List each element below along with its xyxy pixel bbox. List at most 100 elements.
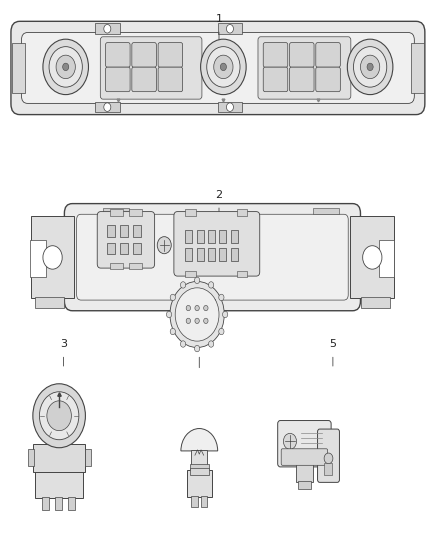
Bar (12, 43, 25, 93)
Circle shape (186, 305, 191, 311)
Circle shape (208, 282, 214, 288)
Circle shape (207, 46, 240, 87)
Circle shape (367, 63, 373, 70)
Text: 5: 5 (329, 339, 336, 349)
Bar (129, 263, 142, 269)
Bar (33, 444, 85, 472)
FancyBboxPatch shape (281, 449, 328, 465)
Bar (95, 102, 120, 112)
Bar (107, 243, 115, 254)
Bar (218, 102, 242, 112)
FancyBboxPatch shape (106, 43, 130, 67)
Bar (55, 497, 62, 510)
Bar (324, 463, 332, 475)
Bar (197, 248, 204, 261)
Circle shape (170, 328, 176, 335)
Bar (313, 208, 339, 214)
Circle shape (63, 63, 69, 70)
Circle shape (49, 46, 82, 87)
Circle shape (223, 311, 228, 318)
Circle shape (220, 63, 226, 70)
FancyBboxPatch shape (278, 421, 331, 467)
FancyBboxPatch shape (158, 43, 183, 67)
Bar (28, 449, 34, 466)
Circle shape (360, 55, 380, 78)
Bar (42, 497, 49, 510)
Bar (190, 468, 209, 475)
Circle shape (194, 345, 200, 352)
Bar (185, 271, 196, 277)
Circle shape (324, 453, 333, 464)
Text: 1: 1 (215, 14, 223, 24)
Bar (204, 299, 215, 312)
Circle shape (194, 277, 200, 284)
Bar (411, 43, 424, 93)
Bar (35, 297, 64, 308)
Circle shape (226, 25, 233, 33)
Circle shape (157, 237, 171, 254)
Bar (379, 240, 394, 277)
FancyBboxPatch shape (21, 33, 414, 103)
Circle shape (201, 39, 246, 94)
FancyBboxPatch shape (318, 429, 339, 482)
Bar (208, 230, 215, 243)
Circle shape (214, 55, 233, 78)
Circle shape (180, 341, 186, 347)
FancyBboxPatch shape (290, 67, 314, 92)
Bar (30, 240, 46, 277)
Circle shape (204, 305, 208, 311)
Bar (120, 225, 128, 237)
FancyBboxPatch shape (174, 212, 260, 276)
Bar (85, 449, 91, 466)
Circle shape (219, 328, 224, 335)
Bar (208, 248, 215, 261)
Bar (298, 481, 311, 489)
Bar (237, 271, 247, 277)
Bar (231, 230, 238, 243)
FancyBboxPatch shape (258, 37, 351, 99)
Bar (218, 23, 242, 34)
FancyBboxPatch shape (316, 43, 340, 67)
Bar (133, 243, 141, 254)
Circle shape (283, 433, 297, 449)
Bar (219, 248, 226, 261)
Bar (95, 23, 120, 34)
Circle shape (195, 305, 199, 311)
Bar (110, 209, 123, 216)
Circle shape (104, 103, 111, 111)
Circle shape (195, 318, 199, 324)
Bar (103, 208, 129, 214)
Bar (231, 248, 238, 261)
Circle shape (186, 318, 191, 324)
Circle shape (56, 55, 75, 78)
Bar (296, 462, 313, 482)
Bar (191, 450, 207, 466)
Circle shape (170, 281, 224, 348)
Bar (237, 209, 247, 216)
Circle shape (226, 103, 233, 111)
Bar (68, 497, 75, 510)
FancyBboxPatch shape (290, 43, 314, 67)
Bar (107, 225, 115, 237)
Wedge shape (181, 429, 218, 451)
Bar (31, 216, 74, 298)
FancyBboxPatch shape (106, 67, 130, 92)
FancyBboxPatch shape (132, 43, 156, 67)
FancyBboxPatch shape (158, 67, 183, 92)
Bar (350, 216, 394, 298)
Bar (133, 225, 141, 237)
Circle shape (43, 39, 88, 94)
Bar (187, 470, 212, 497)
FancyBboxPatch shape (100, 37, 202, 99)
Circle shape (39, 392, 79, 440)
FancyBboxPatch shape (316, 67, 340, 92)
Bar (35, 469, 83, 498)
Circle shape (219, 294, 224, 301)
Text: 2: 2 (215, 190, 223, 200)
Bar (185, 209, 196, 216)
Text: 3: 3 (60, 339, 67, 349)
Bar (197, 230, 204, 243)
Circle shape (166, 311, 172, 318)
Bar (185, 230, 192, 243)
Text: 4: 4 (196, 339, 203, 349)
